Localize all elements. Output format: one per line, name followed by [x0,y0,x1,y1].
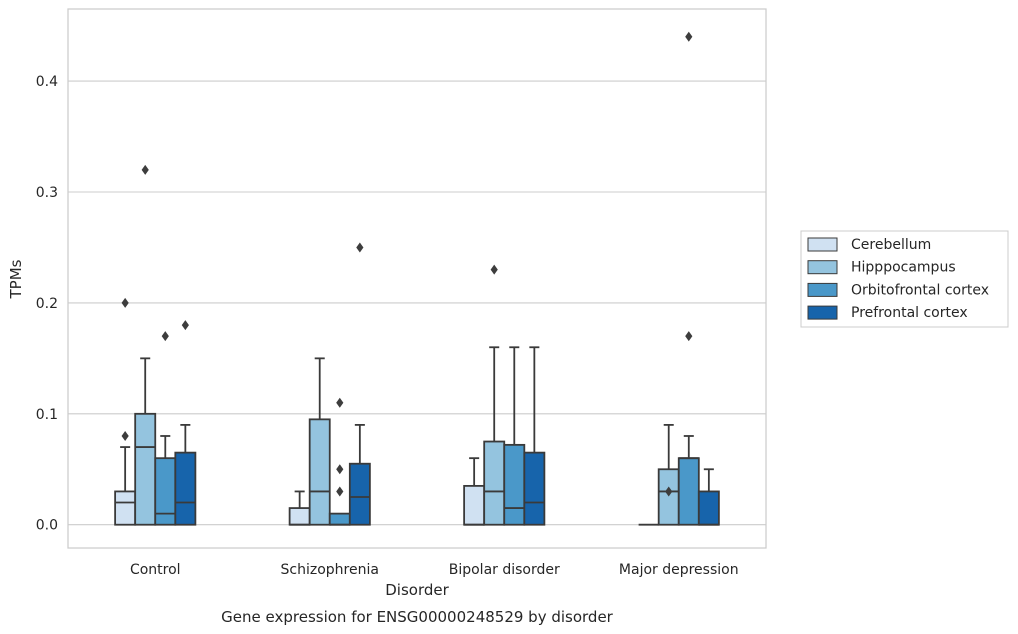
x-tick-labels: Control Schizophrenia Bipolar disorder Majo… [130,562,739,578]
outlier-point [121,297,129,308]
outlier-point [141,164,149,175]
box-body [697,490,720,526]
box-prefrontal-cortex [697,468,720,526]
outlier-point [685,331,693,342]
box-body [523,451,546,526]
box-body [154,457,177,526]
y-tick-label: 0.3 [36,185,58,201]
outlier-point [161,331,169,342]
box-body [483,440,506,526]
box-prefrontal-cortex [348,423,371,526]
legend-swatch [807,260,838,275]
y-tick-label: 0.2 [36,296,58,312]
outliers [121,31,693,497]
y-tick-label: 0.0 [36,518,58,534]
x-tick-label: Control [130,562,181,578]
legend-label: Hipppocampus [851,260,956,276]
x-tick-label: Schizophrenia [281,562,379,578]
legend: Cerebellum Hipppocampus Orbitofrontal cort… [800,230,1009,328]
box-orbitofrontal-cortex [328,512,351,526]
outlier-point [336,486,344,497]
box-hipppocampus [308,357,331,526]
box-body [328,512,351,526]
outlier-point [181,320,189,331]
x-tick-label: Major depression [619,562,739,578]
box-body [677,457,700,526]
box-body [463,484,486,526]
legend-swatch [807,237,838,252]
box-prefrontal-cortex [174,423,197,526]
legend-label: Orbitofrontal cortex [851,282,989,298]
legend-swatch [807,305,838,320]
outlier-point [665,486,673,497]
box-body [174,451,197,526]
y-tick-label: 0.4 [36,74,58,90]
box-hipppocampus [483,346,506,526]
outlier-point [356,242,364,253]
y-tick-label: 0.1 [36,407,58,423]
outlier-point [336,397,344,408]
boxes [114,346,720,526]
outlier-point [121,430,129,441]
box-body [657,468,680,526]
box-body [288,507,311,526]
y-tick-labels: 0.0 0.1 0.2 0.3 0.4 [36,74,58,534]
outlier-point [336,464,344,475]
legend-label: Cerebellum [851,237,931,253]
box-body [308,418,331,526]
box-prefrontal-cortex [523,346,546,526]
box-body [503,443,526,526]
legend-swatch [807,282,838,297]
outlier-point [685,31,693,42]
box-body [114,490,137,526]
chart-title: Gene expression for ENSG00000248529 by d… [221,608,614,626]
box-body [348,462,371,526]
x-tick-label: Bipolar disorder [449,562,560,578]
x-axis-title: Disorder [385,581,449,599]
outlier-point [490,264,498,275]
y-axis-title: TPMs [7,259,25,299]
legend-label: Prefrontal cortex [851,305,968,321]
box-cerebellum [114,446,137,526]
box-body [134,412,157,526]
box-orbitofrontal-cortex [154,435,177,526]
plot-frame [67,8,767,549]
